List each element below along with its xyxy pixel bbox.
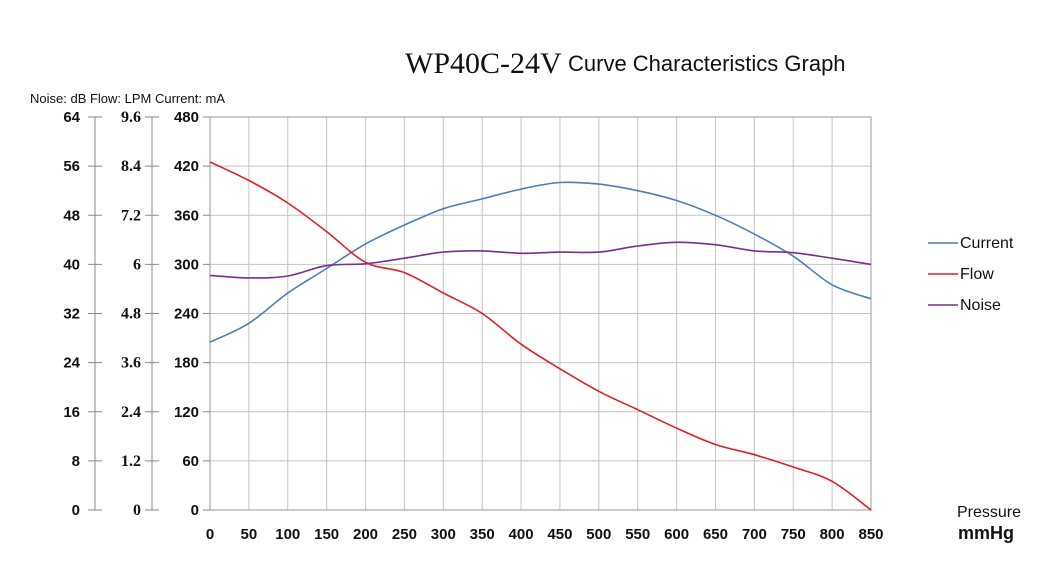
noise-series-line	[209, 241, 872, 279]
current-tick-label: 120	[174, 404, 199, 421]
pressure-tick-label: 200	[353, 526, 378, 543]
noise-tick-label: 64	[63, 109, 80, 126]
flow-tick-label: 7.2	[121, 207, 141, 224]
legend-label-noise: Noise	[960, 297, 1001, 314]
current-tick-label: 420	[174, 158, 199, 175]
pressure-tick-label: 800	[820, 526, 845, 543]
pressure-tick-label: 600	[664, 526, 689, 543]
pressure-tick-label: 450	[547, 526, 572, 543]
pressure-tick-label: 850	[858, 526, 883, 543]
current-tick-label: 180	[174, 355, 199, 372]
pressure-tick-label: 400	[509, 526, 534, 543]
pressure-tick-label: 650	[703, 526, 728, 543]
flow-tick-label: 1.2	[121, 453, 141, 470]
legend-label-current: Current	[960, 235, 1014, 252]
pressure-tick-label: 0	[206, 526, 214, 543]
pressure-tick-label: 50	[241, 526, 258, 543]
pressure-tick-label: 300	[431, 526, 456, 543]
pressure-tick-label: 700	[742, 526, 767, 543]
current-tick-label: 0	[191, 502, 199, 519]
noise-tick-label: 48	[63, 207, 80, 224]
current-tick-label: 360	[174, 207, 199, 224]
flow-tick-label: 8.4	[121, 158, 141, 175]
pressure-tick-label: 550	[625, 526, 650, 543]
flow-tick-label: 3.6	[121, 355, 141, 372]
x-axis-label: Pressure	[957, 504, 1021, 521]
current-tick-label: 240	[174, 306, 199, 323]
pressure-tick-label: 250	[392, 526, 417, 543]
flow-series-line	[209, 161, 872, 511]
current-tick-label: 60	[182, 453, 199, 470]
pressure-tick-label: 150	[314, 526, 339, 543]
grid-lines	[209, 116, 872, 511]
x-axis-unit: mmHg	[958, 523, 1014, 543]
current-tick-label: 480	[174, 109, 199, 126]
flow-tick-label: 0	[133, 502, 141, 519]
pressure-tick-label: 500	[586, 526, 611, 543]
pressure-tick-label: 750	[781, 526, 806, 543]
chart-title: Curve Characteristics Graph	[568, 51, 846, 76]
flow-tick-label: 6	[133, 256, 141, 273]
current-axis-ticks: 0 60 120 180 240 300 360 420 480	[174, 109, 210, 519]
chart-model-title: WP40C-24V	[405, 47, 562, 80]
flow-tick-label: 2.4	[121, 404, 141, 421]
current-series-line	[209, 181, 872, 343]
pressure-axis-ticks: 0 50 100 150 200 250 300 350 400 450 500 550 600 650 7…	[206, 526, 884, 543]
noise-tick-label: 16	[63, 404, 80, 421]
noise-tick-label: 56	[63, 158, 80, 175]
legend: Current Flow Noise	[928, 235, 1014, 314]
flow-tick-label: 4.8	[121, 306, 141, 323]
flow-axis-ticks: 0 1.2 2.4 3.6 4.8 6 7.2 8.4 9.6	[121, 109, 159, 519]
noise-tick-label: 40	[63, 256, 80, 273]
noise-tick-label: 0	[72, 502, 80, 519]
noise-tick-label: 32	[63, 306, 80, 323]
series-lines	[209, 161, 872, 511]
noise-tick-label: 24	[63, 355, 80, 372]
noise-axis-ticks: 0 8 16 24 32 40 48 56 64	[63, 109, 102, 519]
axis-units-note: Noise: dB Flow: LPM Current: mA	[30, 91, 225, 106]
legend-label-flow: Flow	[960, 266, 994, 283]
noise-tick-label: 8	[72, 453, 80, 470]
current-tick-label: 300	[174, 256, 199, 273]
pressure-tick-label: 350	[470, 526, 495, 543]
flow-tick-label: 9.6	[121, 109, 141, 126]
pressure-tick-label: 100	[275, 526, 300, 543]
